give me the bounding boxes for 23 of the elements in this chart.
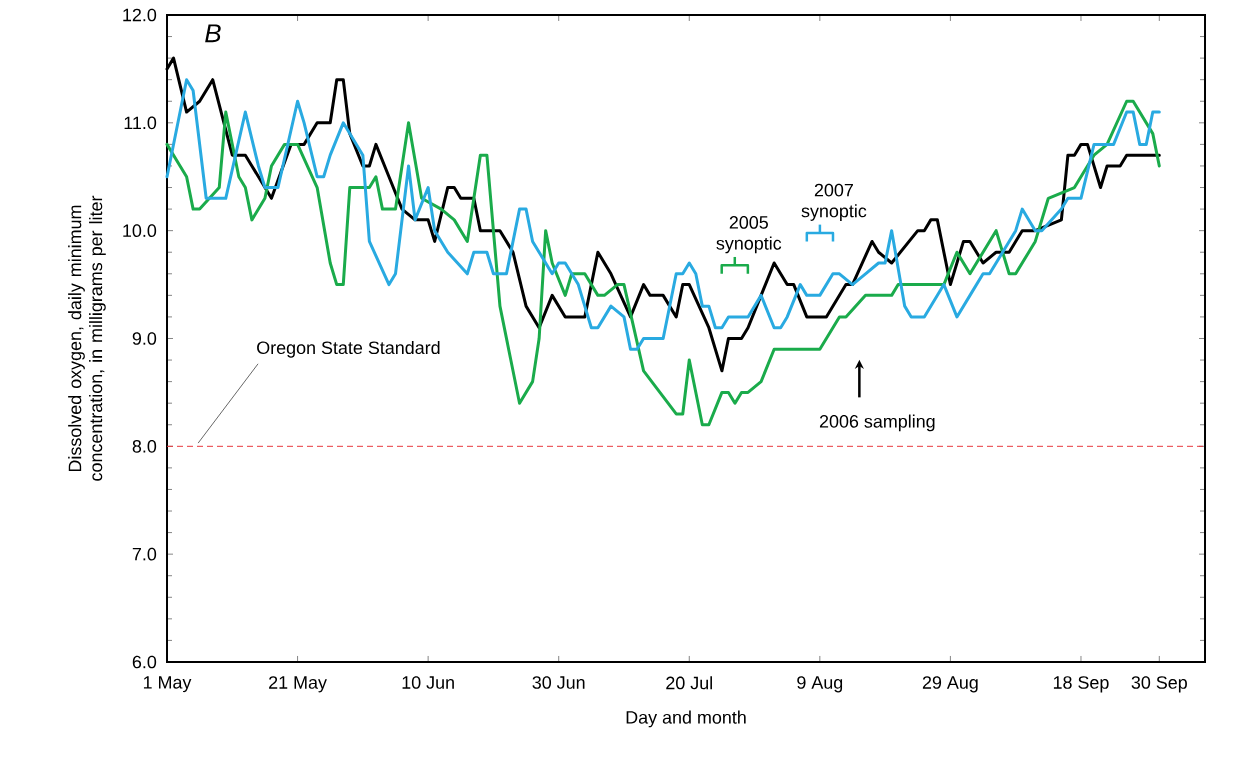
y-axis-title: Dissolved oxygen, daily minimum concentration, in milligrams per liter xyxy=(68,195,106,481)
x-tick-label: 10 Jun xyxy=(402,676,454,689)
x-axis-title: Day and month xyxy=(626,710,746,728)
x-tick-label: 21 May xyxy=(269,676,327,693)
x-tick-label: 1 May xyxy=(143,676,192,693)
x-tick-label: 30 Jun xyxy=(532,676,585,689)
x-tick-label: 29 Aug xyxy=(922,676,978,693)
y-tick-label: 8.0 xyxy=(132,439,157,453)
annotation: 2005 synoptic xyxy=(716,216,782,254)
x-tick-label: 20 Jul xyxy=(666,676,712,690)
annotation: 2007 synoptic xyxy=(801,183,867,221)
y-tick-label: 9.0 xyxy=(132,332,157,345)
annotation: B xyxy=(205,24,221,43)
y-tick-label: 11.0 xyxy=(124,116,157,130)
x-tick-label: 18 Sep xyxy=(1053,676,1109,693)
y-tick-label: 7.0 xyxy=(132,547,157,561)
annotation: 2006 sampling xyxy=(819,414,935,432)
y-tick-label: 12.0 xyxy=(123,8,157,22)
y-tick-label: 6.0 xyxy=(132,655,157,669)
ref-line-label: Oregon State Standard xyxy=(257,340,440,358)
x-tick-label: 30 Sep xyxy=(1131,676,1187,693)
x-tick-label: 9 Aug xyxy=(797,676,843,693)
y-tick-label: 10.0 xyxy=(123,224,157,237)
